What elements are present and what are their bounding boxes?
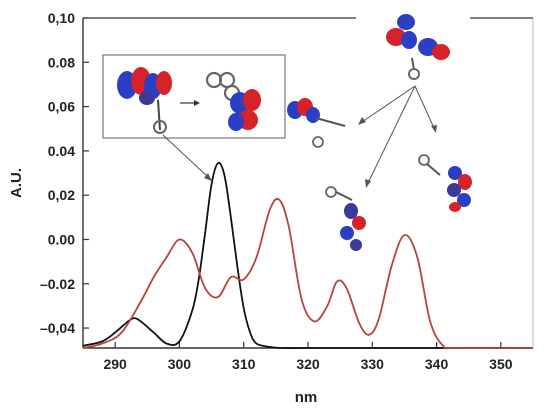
y-tick-label: 0,02 (48, 187, 75, 203)
y-tick-label: 0.04 (48, 143, 75, 159)
x-tick-label: 340 (425, 356, 449, 372)
x-axis-ticks: 290 300 310 320 330 340 350 (103, 342, 513, 372)
series-layer (82, 161, 534, 350)
molecule-orbital-bottom (325, 186, 366, 251)
x-tick-label: 320 (296, 356, 320, 372)
orbital-pointer-arrows (358, 85, 437, 188)
inset-pointer-arrow-head (204, 173, 212, 181)
x-tick-label: 350 (489, 356, 513, 372)
y-tick-label: 0.08 (48, 54, 75, 70)
x-tick-label: 300 (168, 356, 192, 372)
molecule-orbital-homo (117, 67, 172, 134)
y-tick-label: 0,10 (48, 10, 75, 26)
molecule-orbital-lumo (205, 71, 261, 131)
molecule-orbital-right (418, 154, 472, 212)
series-line-1 (82, 161, 533, 349)
series-line-2 (82, 198, 534, 350)
y-tick-label: –0.02 (40, 276, 75, 292)
inset-pointer-arrow (162, 134, 210, 179)
x-tick-label: 310 (232, 356, 256, 372)
x-tick-label: 330 (361, 356, 385, 372)
y-tick-label: 0.00 (48, 231, 75, 247)
x-tick-label: 290 (103, 356, 127, 372)
y-axis-title: A.U. (8, 168, 25, 198)
orbital-inset (102, 54, 286, 139)
y-tick-label: 0,06 (48, 99, 75, 115)
molecule-orbital-left (287, 98, 346, 148)
y-tick-label: –0,04 (40, 320, 75, 336)
x-axis-title: nm (295, 389, 318, 406)
y-axis-ticks: –0,04 –0.02 0.00 0,02 0.04 0,06 0.08 0,10 (40, 10, 89, 336)
inset-arrow-head (194, 100, 200, 106)
molecule-orbital-top (386, 14, 450, 80)
